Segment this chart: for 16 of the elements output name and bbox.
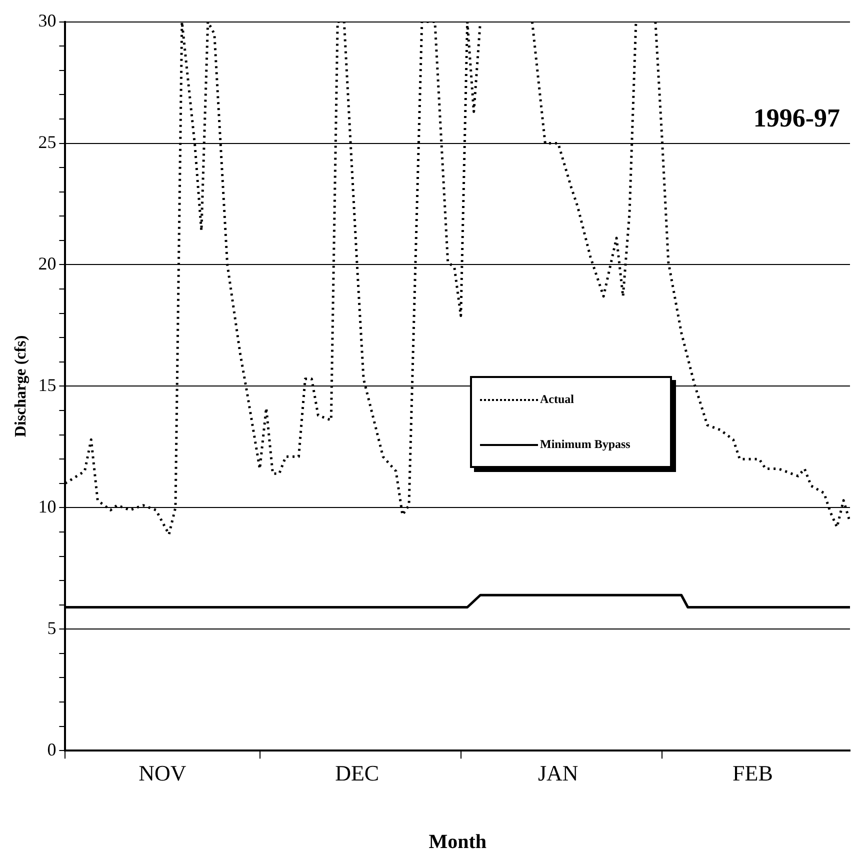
legend-label: Minimum Bypass bbox=[540, 437, 630, 452]
y-tick-label: 5 bbox=[47, 618, 56, 638]
x-tick-label: JAN bbox=[538, 760, 578, 786]
y-tick-label: 20 bbox=[38, 253, 56, 274]
legend-label: Actual bbox=[540, 392, 574, 407]
x-tick-label: FEB bbox=[732, 760, 773, 786]
annotation: 1996-97 bbox=[753, 104, 840, 133]
y-tick-label: 30 bbox=[38, 10, 56, 31]
y-axis-title: Discharge (cfs) bbox=[12, 335, 30, 438]
x-axis-title: Month bbox=[428, 831, 486, 854]
y-tick-label: 25 bbox=[38, 132, 56, 152]
x-tick-label: NOV bbox=[138, 760, 186, 786]
y-tick-label: 0 bbox=[47, 739, 56, 760]
y-tick-label: 15 bbox=[38, 374, 56, 395]
y-tick-label: 10 bbox=[38, 496, 56, 516]
x-tick-label: DEC bbox=[335, 760, 380, 786]
